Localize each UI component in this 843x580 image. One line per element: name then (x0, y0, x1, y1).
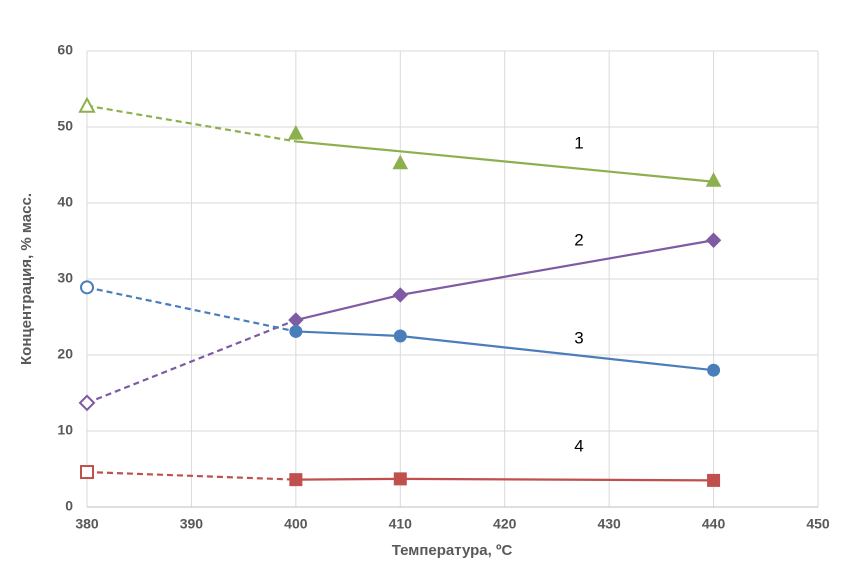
marker (289, 324, 303, 338)
series-label: 4 (574, 436, 583, 455)
y-tick-label: 0 (65, 498, 73, 514)
series-label: 3 (574, 328, 583, 347)
x-tick-label: 410 (389, 516, 413, 532)
marker (392, 154, 409, 170)
marker (705, 172, 722, 187)
x-tick-label: 430 (597, 516, 621, 532)
marker (80, 465, 94, 480)
marker (707, 363, 721, 377)
series-line (86, 319, 297, 404)
marker (78, 394, 96, 412)
y-axis-label: Концентрация, % масс. (18, 193, 35, 365)
marker (393, 329, 407, 343)
x-tick-label: 390 (180, 516, 204, 532)
marker (288, 125, 304, 140)
x-tick-label: 420 (493, 516, 517, 532)
x-tick-label: 380 (75, 516, 99, 532)
x-tick-label: 450 (806, 516, 830, 532)
y-tick-label: 10 (57, 422, 73, 438)
x-axis-label: Температура, ºС (392, 542, 513, 559)
marker (80, 280, 94, 295)
marker (289, 473, 303, 487)
marker (393, 472, 407, 486)
y-tick-label: 40 (57, 194, 73, 210)
marker (78, 96, 96, 113)
y-tick-label: 60 (57, 42, 73, 58)
series-label: 1 (574, 133, 583, 152)
series-line (86, 286, 297, 333)
y-tick-label: 30 (57, 270, 73, 286)
series-line (86, 104, 297, 143)
series-label: 2 (574, 230, 583, 249)
series-line (86, 470, 296, 481)
y-tick-label: 50 (57, 118, 73, 134)
marker (392, 287, 408, 303)
series-line (295, 477, 714, 482)
x-tick-label: 400 (284, 516, 308, 532)
y-tick-label: 20 (57, 346, 73, 362)
series-line (295, 140, 714, 183)
x-tick-label: 440 (702, 516, 726, 532)
marker (707, 473, 721, 487)
marker (705, 232, 722, 248)
